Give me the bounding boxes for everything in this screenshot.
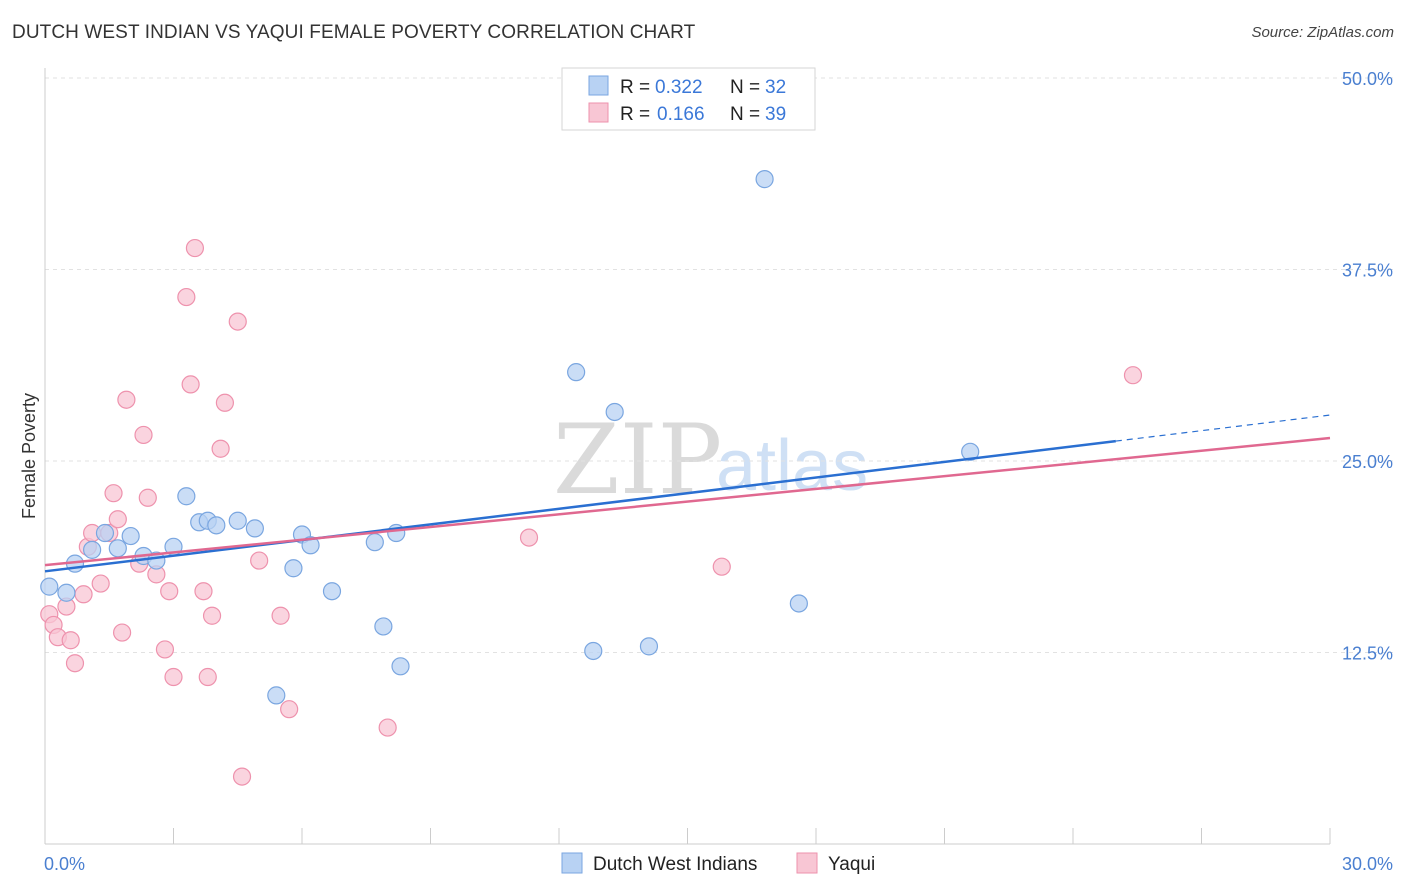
scatter-point: [271, 606, 290, 625]
series-yaqui-points: [40, 238, 1143, 786]
scatter-point: [215, 393, 234, 412]
scatter-point: [374, 617, 393, 636]
scatter-point: [232, 767, 252, 786]
scatter-point: [267, 686, 286, 705]
correlation-legend: R = 0.322 N = 32 R = 0.166 N = 39: [561, 67, 816, 131]
y-tick-label: 37.5%: [1342, 261, 1393, 281]
scatter-point: [712, 557, 731, 576]
scatter-point: [74, 585, 93, 604]
scatter-point: [185, 238, 205, 258]
trend-line-dutch: [44, 439, 1116, 573]
scatter-point: [177, 287, 196, 307]
source-credit: Source: ZipAtlas.com: [1251, 24, 1394, 41]
x-axis-tick-labels: 0.0% 30.0%: [44, 854, 1393, 874]
scatter-point: [155, 640, 175, 659]
bottom-legend-label-dutch: Dutch West Indians: [593, 854, 757, 875]
legend-swatch-pink: [588, 102, 609, 123]
y-tick-label: 12.5%: [1342, 644, 1393, 664]
legend-r-value-1: 0.322: [655, 77, 703, 98]
trend-lines: [44, 414, 1331, 573]
scatter-point: [519, 528, 539, 547]
scatter-point: [1123, 366, 1143, 385]
scatter-point: [40, 577, 59, 596]
watermark-atlas: atlas: [716, 426, 868, 506]
scatter-point: [65, 654, 85, 673]
bottom-legend-swatch-pink: [796, 852, 818, 874]
y-axis-label: Female Poverty: [19, 393, 39, 519]
scatter-point: [365, 533, 384, 552]
scatter-point: [117, 390, 136, 409]
scatter-point: [280, 700, 299, 719]
scatter-point: [961, 442, 980, 461]
scatter-point: [108, 539, 127, 558]
scatter-point: [322, 582, 342, 601]
bottom-legend-swatch-blue: [561, 852, 583, 874]
scatter-point: [61, 631, 80, 650]
y-axis-tick-labels: 12.5% 25.0% 37.5% 50.0%: [1342, 69, 1393, 664]
scatter-point: [639, 637, 659, 656]
legend-r-label-1: R =: [620, 77, 650, 98]
scatter-point: [202, 606, 222, 625]
y-tick-label: 25.0%: [1342, 452, 1393, 472]
legend-n-value-2: 39: [765, 104, 786, 125]
trend-line-yaqui: [44, 436, 1331, 567]
scatter-point: [194, 582, 213, 601]
scatter-point: [301, 536, 320, 555]
trend-line-dutch-extension: [1115, 414, 1331, 442]
scatter-point: [91, 574, 110, 593]
scatter-point: [584, 641, 603, 661]
bottom-legend-label-yaqui: Yaqui: [828, 854, 875, 875]
legend-n-value-1: 32: [765, 77, 786, 98]
scatter-point: [207, 516, 226, 535]
scatter-point: [228, 312, 247, 331]
scatter-point: [378, 718, 397, 737]
scatter-point: [228, 511, 247, 530]
scatter-point: [605, 402, 624, 422]
scatter-point: [250, 551, 269, 570]
scatter-point: [108, 510, 127, 529]
y-tick-label: 50.0%: [1342, 69, 1393, 89]
scatter-point: [284, 559, 303, 578]
legend-n-label-1: N =: [730, 77, 760, 98]
scatter-point: [181, 375, 200, 394]
scatter-point: [138, 488, 157, 507]
scatter-point: [177, 487, 196, 506]
legend-n-label-2: N =: [730, 104, 760, 125]
scatter-point: [164, 667, 183, 687]
scatter-point: [134, 425, 153, 445]
x-axis-ticks: [173, 828, 1331, 844]
scatter-point: [567, 363, 586, 382]
x-tick-label-min: 0.0%: [44, 854, 85, 874]
scatter-point: [112, 623, 132, 642]
scatter-point: [104, 484, 123, 503]
scatter-point: [391, 657, 410, 676]
scatter-point: [755, 170, 774, 189]
scatter-point: [245, 519, 264, 538]
scatter-point: [121, 526, 140, 546]
series-dutch-west-indians-points: [40, 170, 980, 705]
scatter-point: [789, 594, 808, 613]
scatter-point: [198, 667, 217, 687]
scatter-point: [160, 582, 179, 601]
scatter-point: [95, 523, 115, 543]
chart-title: DUTCH WEST INDIAN VS YAQUI FEMALE POVERT…: [12, 22, 696, 43]
series-legend: Dutch West Indians Yaqui: [561, 852, 875, 875]
scatter-point: [83, 540, 102, 559]
x-tick-label-max: 30.0%: [1342, 854, 1393, 874]
legend-r-label-2: R =: [620, 104, 650, 125]
scatter-point: [211, 439, 230, 458]
legend-swatch-blue: [588, 75, 609, 96]
watermark-zip: ZIP: [553, 404, 722, 516]
scatter-point: [57, 583, 76, 602]
legend-r-value-2: 0.166: [657, 104, 705, 125]
